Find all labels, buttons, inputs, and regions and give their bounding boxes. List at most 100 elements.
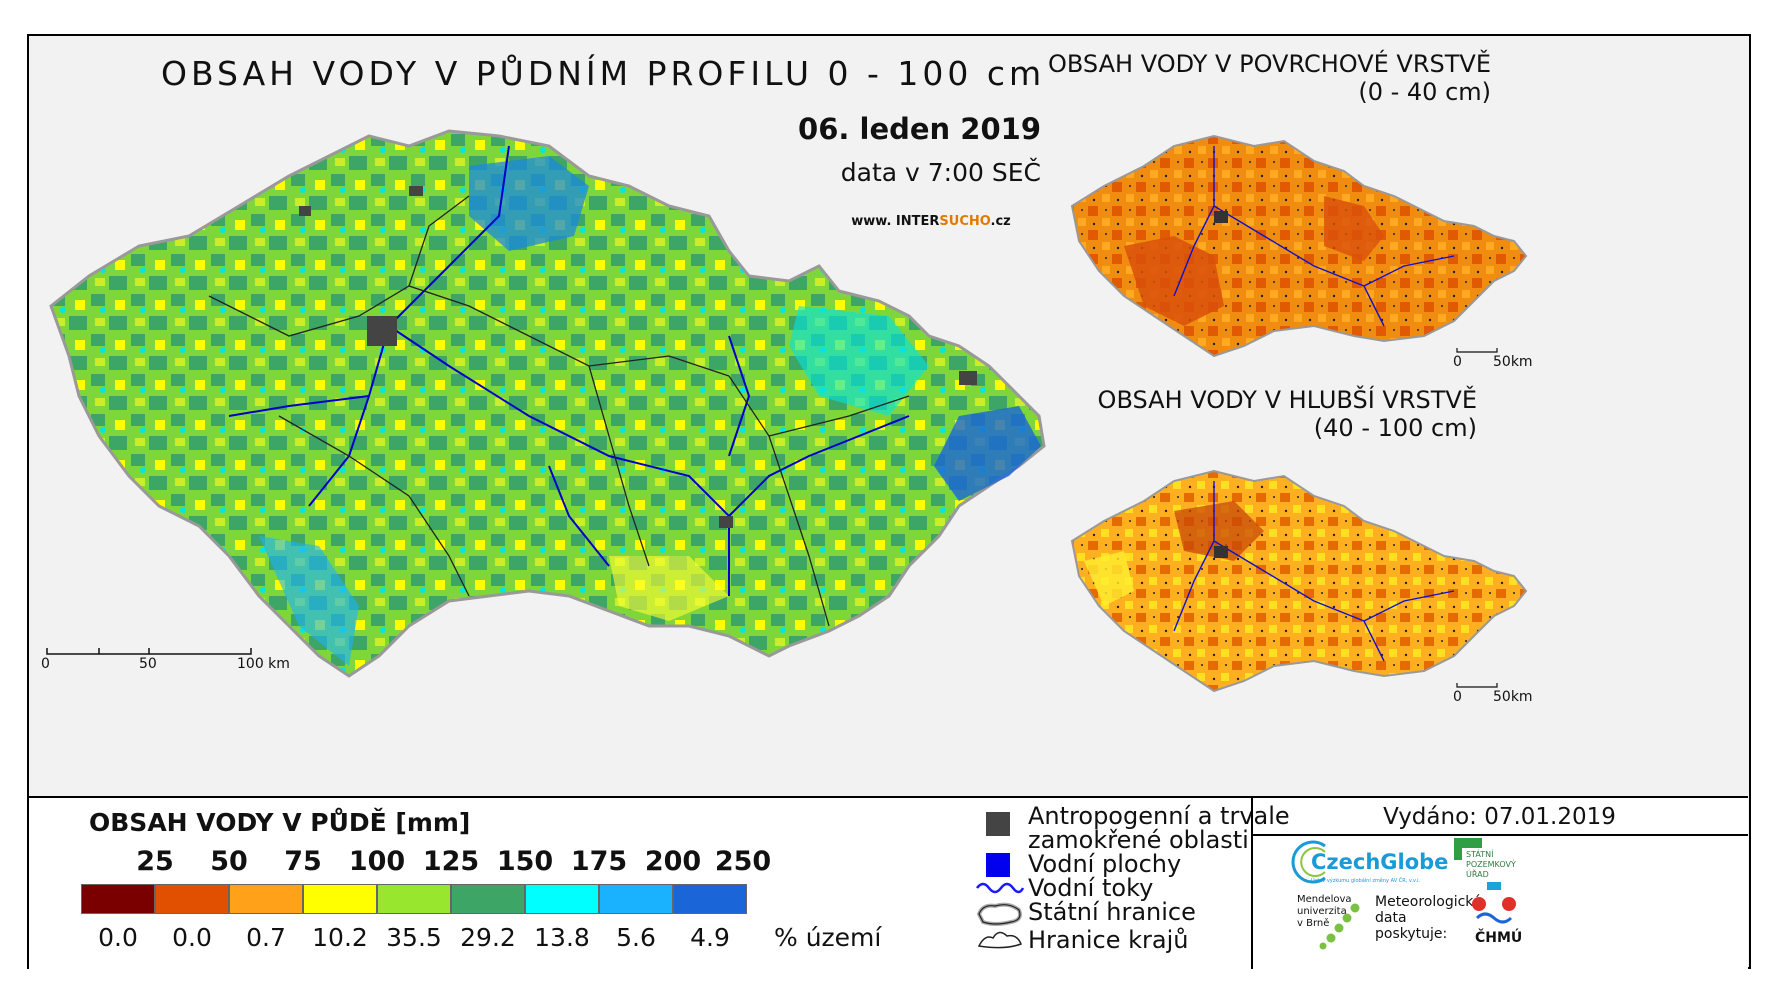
legend-percent-value: 0.0 [172, 923, 212, 952]
water-swatch [986, 853, 1010, 877]
main-map-title: OBSAH VODY V PŮDNÍM PROFILU 0 - 100 cm [161, 54, 1046, 93]
main-map-svg [46, 129, 1046, 678]
legend-title: OBSAH VODY V PŮDĚ [mm] [89, 808, 471, 837]
anthropogenic-label-2: zamokřené oblasti [1028, 826, 1249, 854]
legend-percent-value: 0.7 [246, 923, 286, 952]
legend-break-label: 50 [210, 846, 248, 877]
deep-map-subtitle: (40 - 100 cm) [1313, 414, 1477, 442]
legend-percent-value: 35.5 [386, 923, 442, 952]
main-scale-label-0: 0 [41, 656, 50, 672]
surface-map-subtitle: (0 - 40 cm) [1358, 78, 1491, 106]
meteo-line3: poskytuje: [1375, 926, 1448, 942]
main-map-yellow-south [609, 556, 729, 621]
legend-swatch [81, 884, 155, 914]
surface-map-prague [1214, 211, 1228, 223]
spu-logo-line2: POZEMKOVÝ [1466, 860, 1516, 869]
main-map-anthropogenic-areas [299, 186, 977, 528]
mendel-logo-icon [1319, 903, 1360, 950]
legend-swatch [525, 884, 599, 914]
legend-swatch [303, 884, 377, 914]
legend-percent-value: 29.2 [460, 923, 516, 952]
meteo-line1: Meteorologická [1375, 894, 1482, 910]
main-map-date: 06. leden 2019 [798, 112, 1041, 146]
spu-logo-line3: ÚŘAD [1466, 870, 1489, 879]
water-bodies-label: Vodní plochy [1028, 850, 1182, 878]
main-map-blue-north [469, 156, 589, 251]
mendel-line3: v Brně [1297, 918, 1330, 929]
issued-date: Vydáno: 07.01.2019 [1383, 804, 1616, 830]
deep-map-svg [1070, 469, 1528, 693]
surface-scale-bar[interactable] [1456, 348, 1498, 353]
czechglobe-logo-text[interactable]: CzechGlobe [1311, 850, 1449, 874]
main-map-cyan-east [789, 306, 929, 416]
main-map-scale-bar[interactable] [46, 648, 252, 655]
surface-map-rivers [1173, 146, 1455, 327]
legend-break-label: 100 [348, 846, 406, 877]
surface-scale-label-0: 0 [1453, 354, 1462, 370]
mendel-line2: univerzita [1297, 906, 1347, 917]
surface-scale-label-50: 50km [1493, 354, 1533, 370]
main-scale-label-100: 100 km [237, 656, 290, 672]
legend-percent-value: 10.2 [312, 923, 368, 952]
legend-percent-value: 4.9 [690, 923, 730, 952]
spu-logo-bar-top [1454, 838, 1482, 848]
legend-swatch [155, 884, 229, 914]
spu-logo-bar-left [1454, 838, 1462, 860]
anthropogenic-label-1: Antropogenní a trvale [1028, 802, 1290, 830]
deep-scale-label-50: 50km [1493, 689, 1533, 705]
state-border-label: Státní hranice [1028, 898, 1196, 926]
main-map-deep-blue-area [934, 406, 1041, 501]
deep-map-dark-orange [1174, 501, 1264, 561]
anthropogenic-swatch [986, 812, 1010, 836]
website-prefix: www. INTER [851, 214, 940, 229]
deep-map-prague [1214, 546, 1228, 558]
region-border-icon [977, 931, 1022, 949]
main-scale-label-50: 50 [139, 656, 157, 672]
legend-percent-value: 5.6 [616, 923, 656, 952]
legend-break-label: 25 [136, 846, 174, 877]
legend-swatch [229, 884, 303, 914]
surface-map-title: OBSAH VODY V POVRCHOVÉ VRSTVĚ [1048, 50, 1491, 78]
main-map-time: data v 7:00 SEČ [840, 158, 1041, 187]
website-label[interactable]: www. INTERSUCHO.cz [821, 214, 1041, 229]
deep-scale-bar[interactable] [1456, 683, 1498, 688]
legend-break-label: 75 [284, 846, 322, 877]
chmu-logo-text[interactable]: ČHMÚ [1475, 930, 1523, 946]
czechglobe-subtitle: Ústav výzkumu globální změny AV ČR, v.v.… [1311, 878, 1421, 884]
river-line-icon [976, 882, 1025, 894]
legend-swatch [377, 884, 451, 914]
legend-break-label: 250 [714, 846, 772, 877]
legend-break-label: 125 [422, 846, 480, 877]
deep-scale-label-0: 0 [1453, 689, 1462, 705]
legend-percent-value: 0.0 [98, 923, 138, 952]
issued-divider [1251, 834, 1748, 836]
legend-panel: OBSAH VODY V PŮDĚ [mm] 25 50 75 100 125 150 17… [29, 796, 1748, 969]
legend-swatch [673, 884, 747, 914]
legend-break-label: 200 [644, 846, 702, 877]
czechglobe-logo-icon [1291, 840, 1326, 884]
legend-divider [1251, 798, 1253, 969]
surface-map-dark-orange-2 [1324, 196, 1384, 261]
main-map-cyan-south [259, 536, 359, 666]
legend-break-label: 150 [496, 846, 554, 877]
spu-logo-line1: STÁTNÍ [1466, 850, 1494, 859]
state-border-icon [976, 902, 1022, 926]
legend-break-label: 175 [570, 846, 628, 877]
website-highlight: SUCHO [939, 214, 991, 229]
meteo-line2: data [1375, 910, 1407, 926]
region-border-label: Hranice krajů [1028, 926, 1189, 954]
deep-map-yellow-west [1084, 551, 1134, 606]
surface-map-svg [1070, 134, 1528, 358]
main-map-region-borders [208, 195, 910, 627]
legend-percent-unit: % území [774, 923, 882, 952]
legend-swatch [599, 884, 673, 914]
rivers-label: Vodní toky [1028, 874, 1154, 902]
map-frame: OBSAH VODY V PŮDNÍM PROFILU 0 - 100 cm 0… [27, 34, 1751, 969]
legend-swatch [451, 884, 525, 914]
mendel-line1: Mendelova [1297, 894, 1352, 905]
website-suffix: .cz [990, 214, 1011, 229]
surface-map-dark-orange [1124, 236, 1224, 326]
deep-map-rivers [1173, 481, 1455, 662]
chmu-logo-icon [1472, 882, 1516, 924]
legend-percent-value: 13.8 [534, 923, 590, 952]
